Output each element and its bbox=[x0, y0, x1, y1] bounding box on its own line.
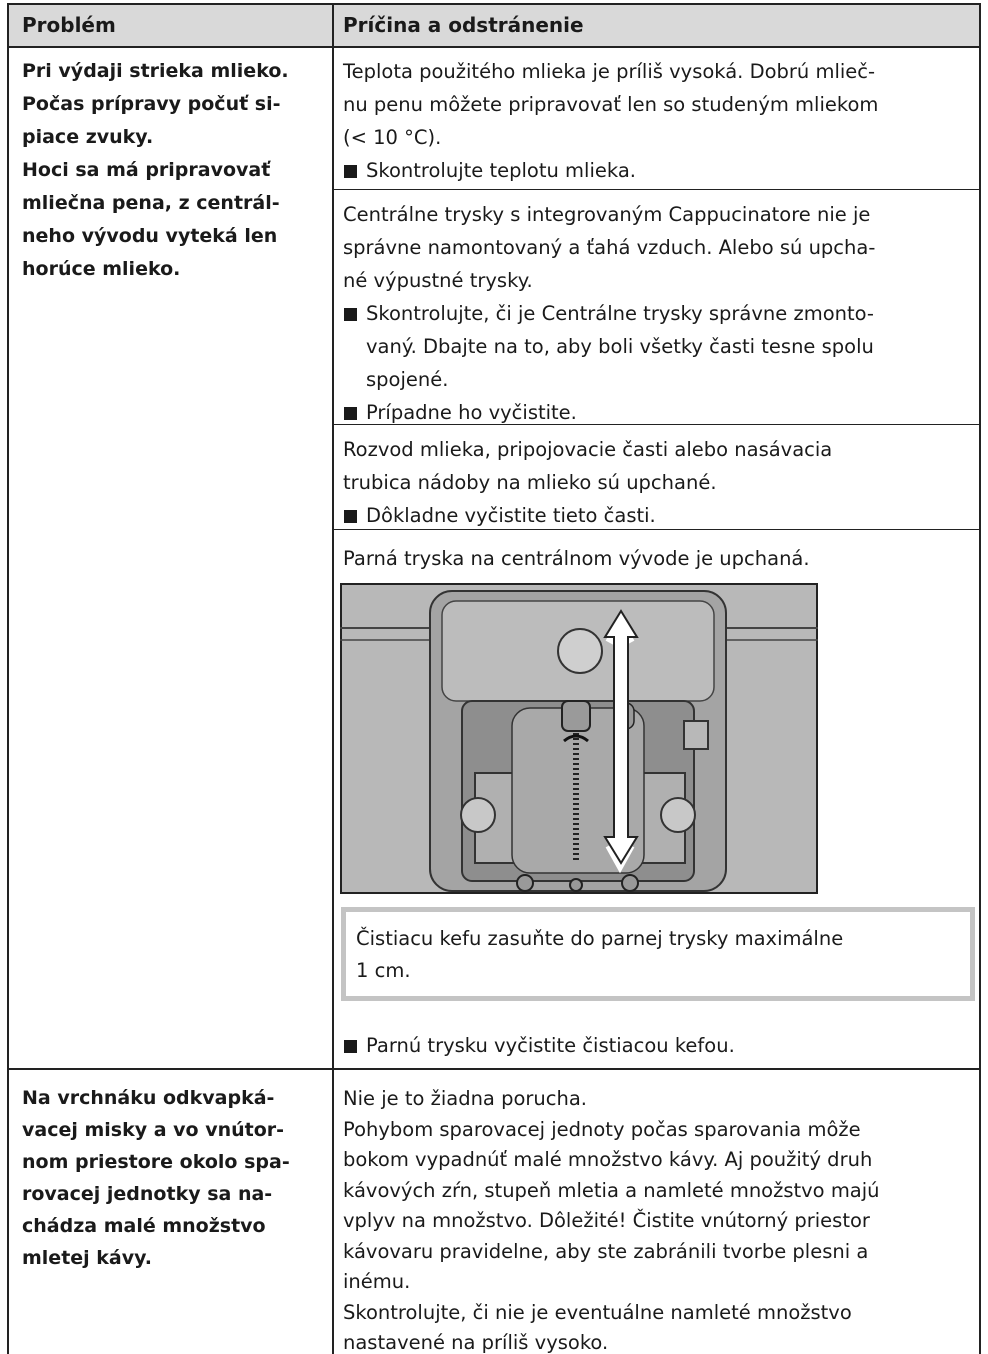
cause-line: Skontrolujte, či nie je eventuálne namle… bbox=[343, 1300, 852, 1324]
problem-line: nom priestore okolo spa- bbox=[22, 1151, 290, 1173]
cause-line: nastavené na príliš vysoko. bbox=[343, 1331, 609, 1354]
bullet-square bbox=[344, 407, 357, 420]
problem-line: vacej misky a vo vnútor- bbox=[22, 1119, 285, 1141]
bullet-square bbox=[344, 165, 357, 178]
cause-line: bokom vypadnúť malé množstvo kávy. Aj po… bbox=[343, 1148, 873, 1171]
rule bbox=[333, 424, 980, 425]
note-box bbox=[341, 907, 975, 1001]
bullet-line: Prípadne ho vyčistite. bbox=[366, 401, 577, 424]
cause-line: né výpustné trysky. bbox=[343, 269, 533, 292]
cause-line: (< 10 °C). bbox=[343, 126, 442, 149]
bullet-line: spojené. bbox=[366, 368, 449, 391]
rule bbox=[7, 1068, 981, 1070]
problem-line: horúce mlieko. bbox=[22, 258, 181, 280]
note-line: Čistiacu kefu zasuňte do parnej trysky m… bbox=[356, 927, 844, 950]
cause-line: kávových zŕn, stupeň mletia a namleté mn… bbox=[343, 1178, 880, 1202]
rule bbox=[7, 3, 9, 1354]
cause-line: trubica nádoby na mlieko sú upchané. bbox=[343, 471, 717, 494]
problem-line: Na vrchnáku odkvapká- bbox=[22, 1087, 275, 1109]
bullet-line: Skontrolujte teplotu mlieka. bbox=[366, 159, 636, 182]
problem-line: Hoci sa má pripravovať bbox=[22, 159, 271, 181]
bullet-line: Dôkladne vyčistite tieto časti. bbox=[366, 504, 656, 527]
rule bbox=[979, 3, 981, 1354]
cause-line: kávovaru pravidelne, aby ste zabránili t… bbox=[343, 1239, 869, 1263]
problem-line: rovacej jednotky sa na- bbox=[22, 1183, 273, 1205]
cause-line: Nie je to žiadna porucha. bbox=[343, 1087, 587, 1110]
cause-line: Parná tryska na centrálnom vývode je upc… bbox=[343, 547, 810, 570]
rule bbox=[7, 46, 981, 48]
cause-line: Pohybom sparovacej jednoty počas sparova… bbox=[343, 1117, 861, 1141]
problem-line: neho vývodu vyteká len bbox=[22, 225, 278, 247]
rule bbox=[333, 189, 980, 190]
problem-line: chádza malé množstvo bbox=[22, 1215, 266, 1237]
problem-line: mliečna pena, z centrál- bbox=[22, 192, 280, 214]
rule bbox=[332, 3, 334, 1354]
bullet-line: vaný. Dbajte na to, aby boli všetky čast… bbox=[366, 335, 874, 358]
cause-line: Teplota použitého mlieka je príliš vysok… bbox=[343, 60, 876, 83]
bullet-square bbox=[344, 1040, 357, 1053]
problem-line: Počas prípravy počuť si- bbox=[22, 93, 281, 115]
illustration bbox=[340, 583, 818, 894]
bullet-line: Parnú trysku vyčistite čistiacou kefou. bbox=[366, 1034, 735, 1057]
rule bbox=[333, 529, 980, 530]
cause-line: vplyv na množstvo. Dôležité! Čistite vnú… bbox=[343, 1209, 870, 1232]
cause-line: Rozvod mlieka, pripojovacie časti alebo … bbox=[343, 438, 833, 461]
bullet-square bbox=[344, 308, 357, 321]
cause-line: Centrálne trysky s integrovaným Cappucin… bbox=[343, 203, 871, 226]
bullet-square bbox=[344, 510, 357, 523]
problem-line: Pri výdaji strieka mlieko. bbox=[22, 60, 289, 82]
problem-line: piace zvuky. bbox=[22, 126, 154, 148]
cause-line: správne namontovaný a ťahá vzduch. Alebo… bbox=[343, 236, 876, 259]
rule bbox=[7, 3, 981, 5]
bullet-line: Skontrolujte, či je Centrálne trysky spr… bbox=[366, 302, 874, 325]
problem-line: mletej kávy. bbox=[22, 1247, 152, 1269]
header-cause: Príčina a odstránenie bbox=[343, 13, 584, 37]
header-bg bbox=[8, 4, 980, 47]
cause-line: nu penu môžete pripravovať len so studen… bbox=[343, 93, 879, 116]
header-problem: Problém bbox=[22, 13, 116, 37]
cause-line: inému. bbox=[343, 1270, 411, 1293]
note-line: 1 cm. bbox=[356, 959, 411, 982]
